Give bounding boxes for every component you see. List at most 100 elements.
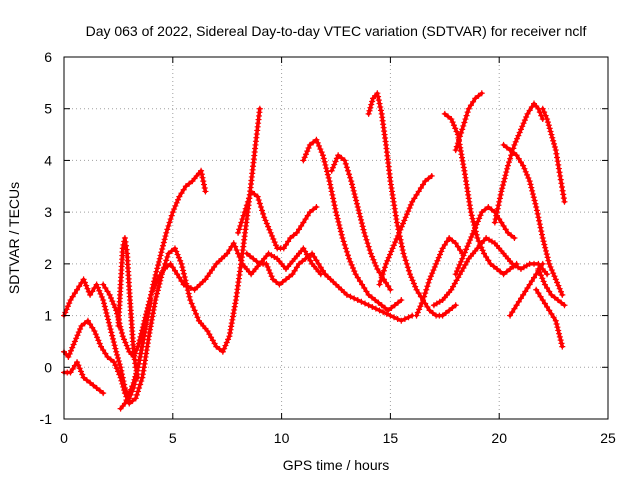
data-point [460, 122, 467, 129]
data-point [558, 299, 565, 306]
data-point [555, 161, 562, 168]
data-point [414, 309, 421, 316]
data-point [376, 100, 383, 107]
data-point [208, 267, 215, 274]
data-point [365, 302, 372, 309]
data-point [69, 366, 76, 373]
data-point [526, 178, 533, 185]
data-point [134, 367, 141, 374]
data-point [374, 266, 381, 273]
x-axis-label: GPS time / hours [283, 457, 390, 473]
data-point [469, 215, 476, 222]
data-point [556, 169, 563, 176]
series-arc-10 [300, 136, 405, 314]
data-point [387, 312, 394, 319]
data-point [520, 120, 527, 127]
data-point [328, 167, 335, 174]
data-point [429, 270, 436, 277]
data-point [478, 90, 485, 97]
data-point [248, 188, 255, 195]
data-point [455, 264, 462, 271]
data-point [69, 293, 76, 300]
data-point [118, 326, 125, 333]
data-point [204, 273, 211, 280]
data-point [401, 253, 408, 260]
data-point [390, 242, 397, 249]
series-arc-12 [322, 271, 416, 324]
data-point [512, 138, 519, 145]
data-point [71, 290, 78, 297]
data-point [544, 254, 551, 261]
data-point [181, 274, 188, 281]
data-point [405, 314, 412, 321]
data-point [449, 237, 456, 244]
data-point [479, 247, 486, 254]
data-point [114, 351, 121, 358]
series-line [236, 189, 319, 251]
data-point [280, 245, 287, 252]
data-point [337, 228, 344, 235]
data-point [549, 134, 556, 141]
data-point [76, 283, 83, 290]
data-point [544, 116, 551, 123]
data-point [421, 293, 428, 300]
series-arc-2 [61, 105, 263, 407]
data-point [355, 207, 362, 214]
data-point [176, 193, 183, 200]
data-point [437, 251, 444, 258]
data-point [309, 250, 316, 257]
data-point [422, 178, 429, 185]
data-point [395, 299, 402, 306]
data-point [354, 203, 361, 210]
data-point [533, 271, 540, 278]
data-point [302, 151, 309, 158]
data-point [548, 267, 555, 274]
data-point [409, 198, 416, 205]
data-point [169, 264, 176, 271]
data-point [149, 288, 156, 295]
x-tick-label: 20 [491, 430, 507, 446]
data-point [559, 291, 566, 298]
data-point [557, 337, 564, 344]
data-point [558, 180, 565, 187]
data-point [536, 269, 543, 276]
series-line [453, 91, 484, 152]
data-point [361, 229, 368, 236]
data-point [460, 264, 467, 271]
data-point [304, 212, 311, 219]
data-point [544, 119, 551, 126]
data-point [137, 350, 144, 357]
data-point [263, 260, 270, 267]
data-point [435, 254, 442, 261]
data-point [362, 300, 369, 307]
data-point [340, 238, 347, 245]
data-point [463, 112, 470, 119]
data-point [209, 337, 216, 344]
data-point [517, 295, 524, 302]
data-point [190, 303, 197, 310]
data-point [137, 353, 144, 360]
data-point [132, 395, 139, 402]
data-point [522, 288, 529, 295]
data-point [155, 258, 162, 265]
data-point [381, 304, 388, 311]
data-point [223, 339, 230, 346]
data-point [544, 284, 551, 291]
data-point [247, 191, 254, 198]
data-point [558, 340, 565, 347]
data-point [343, 248, 350, 255]
data-point [413, 312, 420, 319]
data-point [120, 383, 127, 390]
plot-frame [63, 56, 609, 420]
data-series [61, 90, 568, 412]
data-point [372, 305, 379, 312]
data-point [117, 364, 124, 371]
data-point [108, 294, 115, 301]
data-point [311, 253, 318, 260]
data-point [341, 157, 348, 164]
data-point [327, 185, 334, 192]
data-point [240, 212, 247, 219]
data-point [535, 266, 542, 273]
data-point [515, 155, 522, 162]
data-point [306, 141, 313, 148]
